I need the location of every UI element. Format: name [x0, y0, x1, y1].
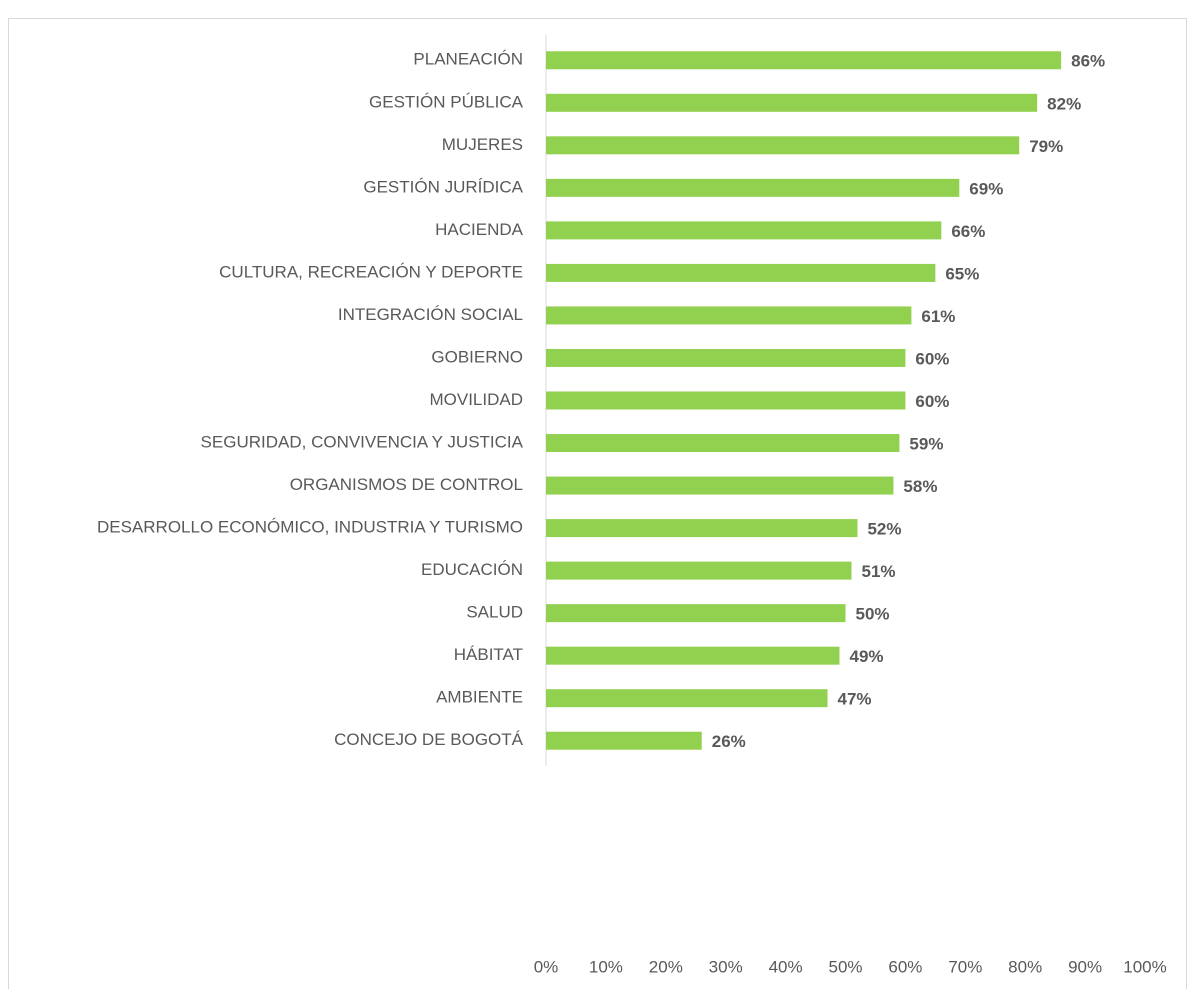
y-tick-label: MUJERES [442, 135, 523, 154]
x-tick-label: 30% [709, 957, 743, 976]
bar [546, 93, 1038, 112]
bar [546, 221, 942, 240]
bar [546, 731, 702, 750]
bar [546, 604, 846, 623]
y-tick-label: HÁBITAT [454, 645, 523, 664]
bar [546, 561, 852, 580]
y-tick-label: MOVILIDAD [429, 390, 523, 409]
value-label: 51% [861, 562, 895, 581]
value-label: 50% [856, 605, 890, 624]
value-label: 66% [951, 222, 985, 241]
value-label: 60% [915, 392, 949, 411]
value-label: 49% [850, 647, 884, 666]
y-tick-label: CONCEJO DE BOGOTÁ [334, 730, 524, 749]
bar [546, 348, 906, 367]
value-label: 58% [903, 477, 937, 496]
chart-frame [8, 18, 1187, 989]
x-tick-label: 10% [589, 957, 623, 976]
y-tick-label: EDUCACIÓN [421, 560, 523, 579]
x-tick-label: 70% [948, 957, 982, 976]
bar [546, 136, 1020, 155]
y-tick-label: SALUD [466, 603, 523, 622]
value-label: 60% [915, 349, 949, 368]
x-tick-label: 100% [1123, 957, 1166, 976]
bar [546, 519, 858, 538]
bar [546, 391, 906, 410]
value-label: 26% [712, 732, 746, 751]
x-tick-label: 80% [1008, 957, 1042, 976]
y-tick-label: GESTIÓN JURÍDICA [363, 177, 523, 196]
x-tick-label: 50% [828, 957, 862, 976]
x-tick-label: 20% [649, 957, 683, 976]
x-tick-label: 90% [1068, 957, 1102, 976]
y-tick-label: INTEGRACIÓN SOCIAL [338, 305, 523, 324]
bar [546, 476, 894, 495]
bar [546, 306, 912, 325]
y-tick-label: CULTURA, RECREACIÓN Y DEPORTE [219, 262, 523, 281]
value-label: 61% [921, 307, 955, 326]
bar [546, 646, 840, 665]
y-tick-label: HACIENDA [435, 220, 524, 239]
value-label: 86% [1071, 52, 1105, 71]
y-tick-label: GESTIÓN PÚBLICA [369, 92, 524, 111]
value-label: 47% [838, 690, 872, 709]
value-label: 59% [909, 435, 943, 454]
bar [546, 263, 936, 282]
y-tick-label: SEGURIDAD, CONVIVENCIA Y JUSTICIA [201, 433, 524, 452]
y-tick-label: AMBIENTE [436, 688, 523, 707]
y-tick-label: PLANEACIÓN [413, 50, 523, 69]
value-label: 52% [867, 520, 901, 539]
bar [546, 434, 900, 453]
y-tick-label: ORGANISMOS DE CONTROL [290, 475, 523, 494]
bar [546, 51, 1062, 70]
bar [546, 178, 960, 197]
x-tick-label: 40% [769, 957, 803, 976]
x-tick-label: 0% [534, 957, 559, 976]
bar [546, 689, 828, 708]
value-label: 65% [945, 264, 979, 283]
value-label: 69% [969, 179, 1003, 198]
y-tick-label: DESARROLLO ECONÓMICO, INDUSTRIA Y TURISM… [97, 518, 523, 537]
y-tick-label: GOBIERNO [431, 347, 523, 366]
value-label: 82% [1047, 94, 1081, 113]
value-label: 79% [1029, 137, 1063, 156]
x-tick-label: 60% [888, 957, 922, 976]
